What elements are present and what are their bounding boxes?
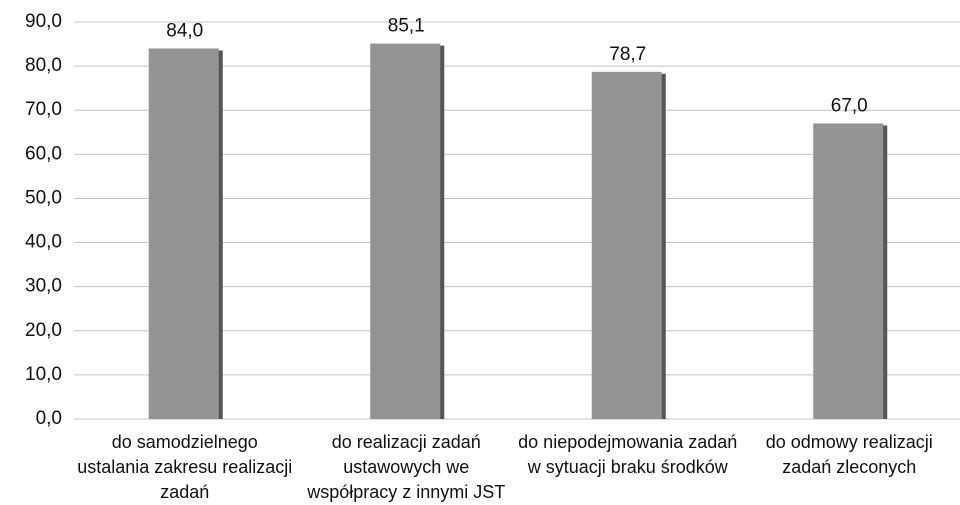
bar <box>591 71 662 420</box>
x-tick-label: do niepodejmowania zadań w sytuacji brak… <box>518 432 738 477</box>
y-tick-label: 10,0 <box>25 364 62 385</box>
bar <box>148 48 219 419</box>
y-tick-label: 90,0 <box>25 11 62 32</box>
y-tick-label: 0,0 <box>36 408 62 429</box>
y-tick-label: 80,0 <box>25 55 62 76</box>
bar <box>813 123 884 419</box>
x-tick-label: do odmowy realizacji zadań zleconych <box>765 432 933 477</box>
y-tick-label: 50,0 <box>25 187 62 208</box>
y-tick-label: 20,0 <box>25 320 62 341</box>
value-label: 85,1 <box>388 16 425 37</box>
x-tick-label: do realizacji zadań ustawowych we współp… <box>307 432 506 502</box>
y-tick-label: 30,0 <box>25 276 62 297</box>
y-tick-label: 60,0 <box>25 143 62 164</box>
bar <box>370 43 441 420</box>
y-tick-label: 70,0 <box>25 99 62 120</box>
x-tick-label: do samodzielnego ustalania zakresu reali… <box>77 432 293 502</box>
y-tick-label: 40,0 <box>25 232 62 253</box>
value-label: 84,0 <box>166 20 203 41</box>
value-label: 78,7 <box>609 44 646 65</box>
value-label: 67,0 <box>831 95 868 116</box>
